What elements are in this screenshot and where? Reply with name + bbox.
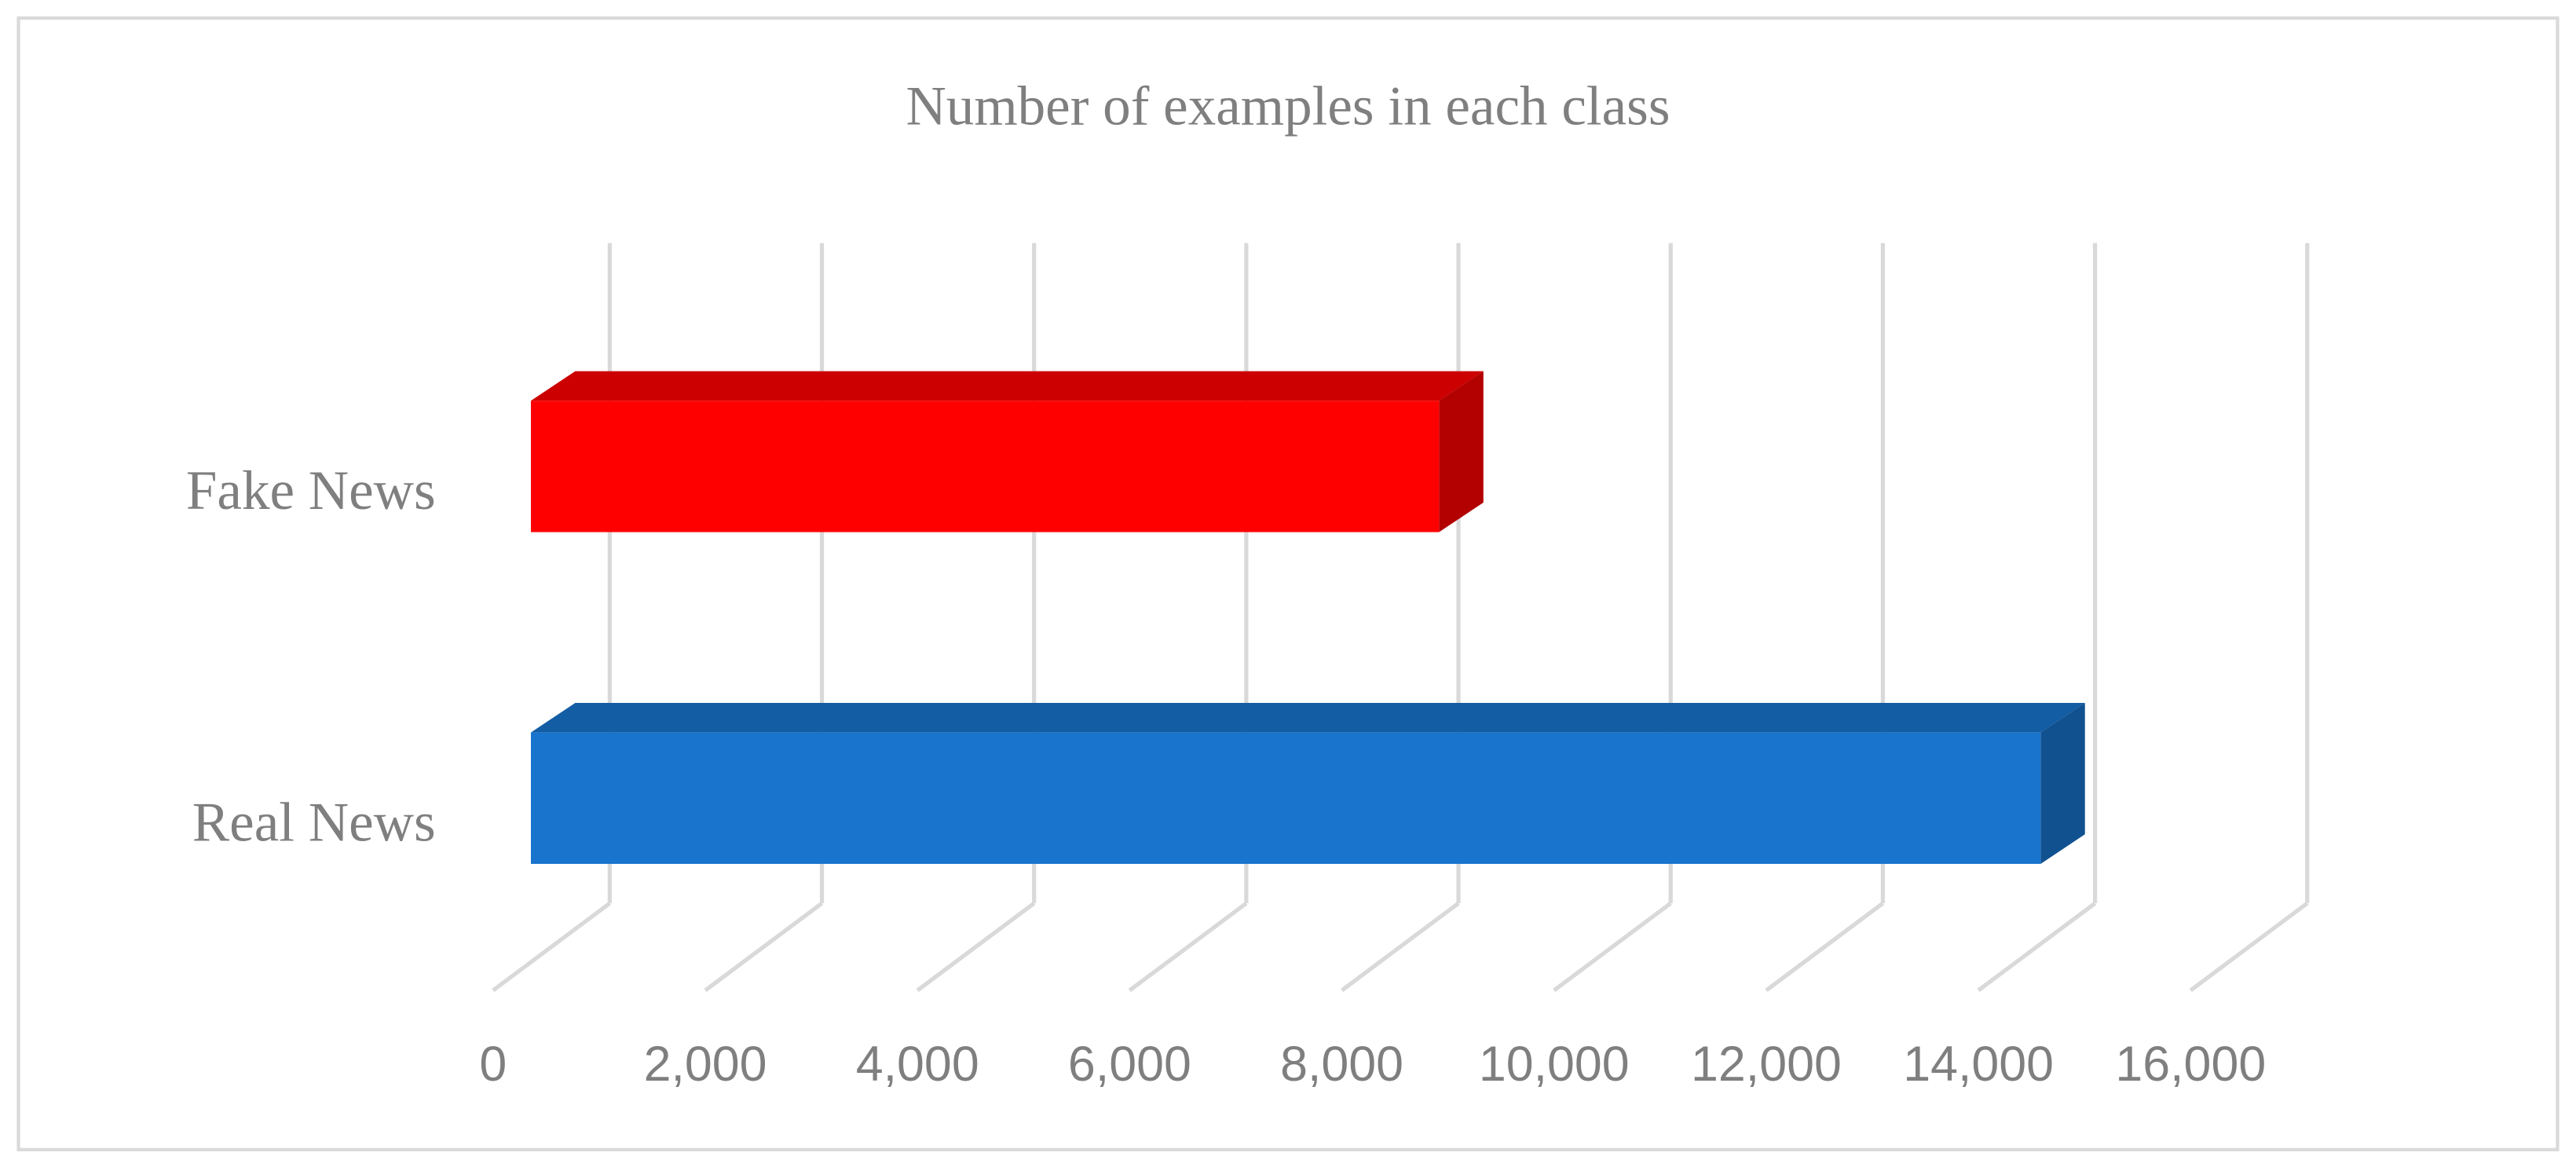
x-tick-label: 2,000 xyxy=(644,1037,767,1092)
bar-top xyxy=(530,371,1484,401)
chart-title: Number of examples in each class xyxy=(906,76,1670,137)
floor-line xyxy=(1341,902,1460,993)
x-tick-label: 8,000 xyxy=(1280,1037,1403,1092)
floor-line xyxy=(1553,902,1672,993)
x-tick-label: 14,000 xyxy=(1903,1037,2054,1092)
x-tick-label: 10,000 xyxy=(1479,1037,1630,1092)
x-tick-label: 16,000 xyxy=(2115,1037,2266,1092)
bar-side xyxy=(2040,703,2085,864)
bar xyxy=(530,401,1440,532)
bar-top xyxy=(530,703,2085,733)
bar xyxy=(530,732,2041,864)
x-tick-label: 6,000 xyxy=(1068,1037,1191,1092)
floor-line xyxy=(492,902,611,993)
floor-line xyxy=(704,902,824,993)
chart-border xyxy=(16,16,2560,1151)
x-tick-label: 12,000 xyxy=(1691,1037,1842,1092)
floor-line xyxy=(1977,902,2097,993)
floor-line xyxy=(916,902,1036,993)
floor-line xyxy=(2189,902,2309,993)
y-tick-label: Fake News xyxy=(186,460,436,521)
x-tick-label: 0 xyxy=(479,1037,507,1092)
bar-side xyxy=(1439,371,1484,532)
floor-line xyxy=(1128,902,1248,993)
y-tick-label: Real News xyxy=(192,792,436,853)
x-tick-label: 4,000 xyxy=(856,1037,979,1092)
floor-line xyxy=(1765,902,1884,993)
